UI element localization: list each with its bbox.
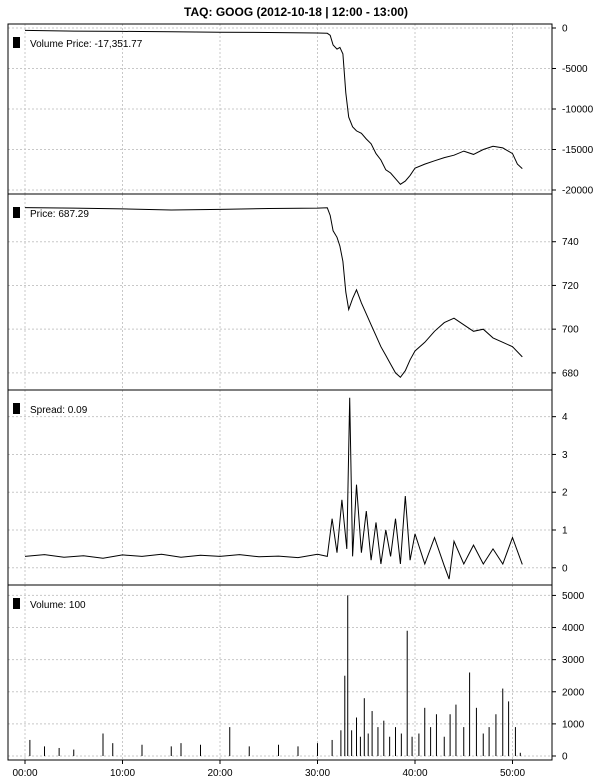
y-tick-label: 4000 (562, 623, 585, 634)
y-tick-label: 0 (562, 563, 568, 574)
x-tick-label: 30:00 (305, 768, 330, 779)
y-tick-label: -20000 (562, 186, 594, 197)
x-tick-label: 20:00 (207, 768, 232, 779)
x-tick-label: 50:00 (500, 768, 525, 779)
x-tick-label: 40:00 (402, 768, 427, 779)
chart-panels: 0 -5000 -10000 -15000 -20000 Volume Price: -1… (7, 23, 594, 763)
y-tick-label: 1000 (562, 719, 585, 730)
panel-frame (7, 584, 553, 761)
y-tick-label: 0 (562, 752, 568, 763)
panel-price: 740 720 700 680 Price: 687.29 (7, 193, 579, 391)
legend-label: Spread: 0.09 (30, 405, 88, 416)
y-tick-label: 680 (562, 368, 579, 379)
y-tick-label: 3 (562, 450, 568, 461)
series-line-price (24, 207, 523, 379)
y-tick-label: 1 (562, 526, 568, 537)
panel-volume: 5000 4000 3000 2000 1000 0 Volume: 100 (7, 584, 585, 763)
y-tick-label: 740 (562, 237, 579, 248)
x-tick-label: 10:00 (110, 768, 135, 779)
series-line-volume-price (24, 29, 523, 185)
panel-spread: 4 3 2 1 0 Spread: 0.09 (7, 389, 568, 586)
y-tick-label: -15000 (562, 145, 594, 156)
x-tick-label: 00:00 (12, 768, 37, 779)
panel-volume-price: 0 -5000 -10000 -15000 -20000 Volume Price: -1… (7, 23, 594, 197)
legend-swatch (13, 37, 20, 48)
y-tick-label: 2 (562, 488, 568, 499)
y-tick-label: -10000 (562, 105, 594, 116)
y-tick-label: 0 (562, 24, 568, 35)
legend-label: Volume: 100 (30, 600, 86, 611)
legend-swatch (13, 598, 20, 609)
legend-swatch (13, 403, 20, 414)
series-line-spread (24, 397, 523, 580)
y-tick-label: 2000 (562, 687, 585, 698)
y-tick-label: 4 (562, 412, 568, 423)
y-tick-label: 3000 (562, 655, 585, 666)
legend-label: Volume Price: -17,351.77 (30, 39, 143, 50)
y-tick-label: -5000 (562, 64, 588, 75)
legend-label: Price: 687.29 (30, 209, 89, 220)
panel-frame (7, 193, 553, 391)
legend-swatch (13, 207, 20, 218)
y-tick-label: 5000 (562, 591, 585, 602)
x-axis: 00:00 10:00 20:00 30:00 40:00 50:00 (12, 760, 525, 779)
y-tick-label: 720 (562, 281, 579, 292)
chart-title: TAQ: GOOG (2012-10-18 | 12:00 - 13:00) (184, 5, 408, 19)
y-tick-label: 700 (562, 325, 579, 336)
